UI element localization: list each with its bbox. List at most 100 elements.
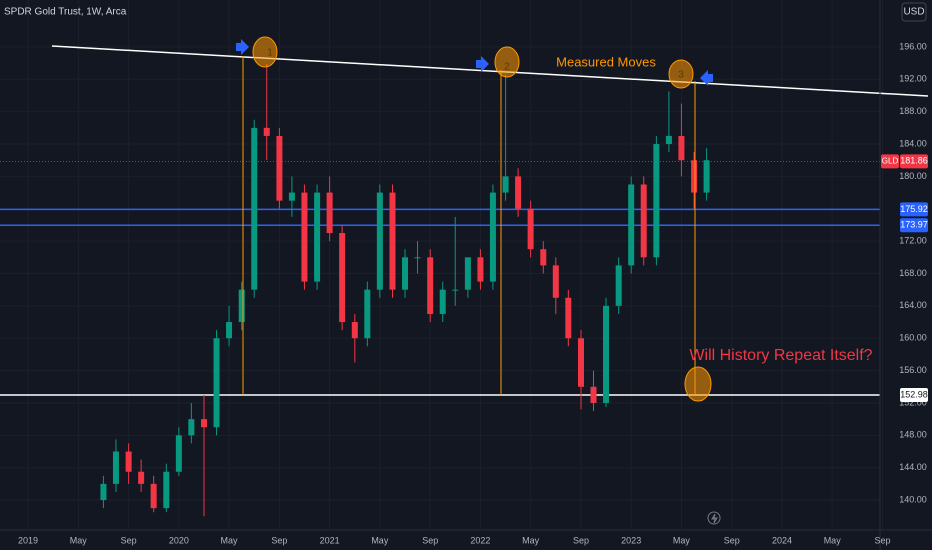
- x-tick-label: May: [221, 535, 239, 545]
- y-tick-label: 168.00: [899, 268, 927, 278]
- candle-body: [653, 144, 660, 258]
- candle-body: [163, 471, 170, 509]
- x-tick-label: May: [824, 535, 842, 545]
- marker-label: 2: [504, 62, 510, 73]
- candle-body: [125, 451, 132, 472]
- y-tick-label: 160.00: [899, 333, 927, 343]
- x-tick-label: May: [522, 535, 540, 545]
- x-tick-label: 2021: [320, 535, 340, 545]
- price-label-box: [900, 154, 928, 169]
- candle-body: [464, 257, 471, 290]
- y-tick-label: 196.00: [899, 41, 927, 51]
- price-label-box: [900, 388, 928, 403]
- y-tick-label: 144.00: [899, 462, 927, 472]
- candle-body: [640, 184, 647, 258]
- chart-title: SPDR Gold Trust, 1W, Arca: [4, 7, 127, 18]
- target-circle: [684, 366, 712, 402]
- currency[interactable]: USD: [903, 7, 924, 18]
- arrow-icon: [476, 56, 489, 72]
- price-label: 173.97: [900, 220, 928, 230]
- candle-body: [427, 257, 434, 314]
- candle-body: [452, 289, 459, 291]
- y-tick-label: 156.00: [899, 365, 927, 375]
- marker-label: 1: [267, 48, 273, 59]
- price-label: 175.92: [900, 204, 928, 214]
- candle-body: [565, 297, 572, 339]
- candle-body: [615, 265, 622, 306]
- candle-body: [326, 192, 333, 234]
- candle-body: [150, 483, 157, 509]
- candle-body: [276, 135, 283, 201]
- candle-body: [527, 208, 534, 250]
- trend-line: [51, 45, 929, 97]
- candle-body: [678, 135, 685, 161]
- candle-body: [439, 289, 446, 314]
- candle-body: [703, 160, 710, 193]
- price-label-box: [900, 202, 928, 217]
- x-tick-label: Sep: [724, 535, 740, 545]
- candle-body: [138, 471, 145, 484]
- candle-body: [251, 127, 258, 290]
- candle-body: [175, 435, 182, 472]
- candle-body: [477, 257, 484, 282]
- candle-body: [364, 289, 371, 339]
- x-tick-label: Sep: [121, 535, 137, 545]
- y-tick-label: 192.00: [899, 74, 927, 84]
- marker-circle: [668, 59, 694, 89]
- y-tick-label: 184.00: [899, 138, 927, 148]
- x-tick-label: Sep: [573, 535, 589, 545]
- candles: [100, 63, 710, 517]
- marker-circle: [494, 46, 520, 78]
- candle-body: [691, 160, 698, 193]
- candle-body: [263, 127, 270, 136]
- y-tick-label: 172.00: [899, 236, 927, 246]
- x-tick-label: Sep: [422, 535, 438, 545]
- x-tick-label: May: [673, 535, 691, 545]
- candle-body: [226, 322, 233, 339]
- symbol-label-box: [881, 154, 899, 169]
- x-tick-label: 2023: [621, 535, 641, 545]
- candle-body: [389, 192, 396, 290]
- candle-body: [112, 451, 119, 484]
- x-tick-label: 2019: [18, 535, 38, 545]
- candle-body: [577, 338, 584, 387]
- annotation-text: Measured Moves: [556, 54, 656, 69]
- levels: [0, 160, 880, 396]
- y-tick-label: 180.00: [899, 171, 927, 181]
- candle-body: [502, 176, 509, 193]
- candle-body: [188, 419, 195, 436]
- x-tick-label: May: [70, 535, 88, 545]
- marker-label: 3: [678, 70, 684, 81]
- flash-icon[interactable]: [707, 511, 721, 525]
- x-tick-label: 2024: [772, 535, 792, 545]
- y-tick-label: 148.00: [899, 430, 927, 440]
- candle-body: [603, 305, 610, 403]
- y-tick-label: 140.00: [899, 494, 927, 504]
- x-tick-label: Sep: [271, 535, 287, 545]
- x-tick-label: May: [371, 535, 389, 545]
- candle-body: [351, 322, 358, 339]
- symbol-label: GLD: [882, 156, 899, 165]
- candle-body: [665, 135, 672, 145]
- candle-body: [314, 192, 321, 282]
- currency-box[interactable]: [901, 2, 927, 22]
- arrow-icon: [236, 39, 249, 55]
- candle-body: [100, 483, 107, 501]
- candle-body: [288, 192, 295, 201]
- candle-body: [402, 257, 409, 290]
- candle-body: [590, 386, 597, 403]
- y-tick-label: 152.00: [899, 397, 927, 407]
- candle-body: [489, 192, 496, 282]
- price-label: 152.98: [900, 389, 928, 399]
- annotation-text: Will History Repeat Itself?: [689, 347, 872, 364]
- candle-body: [301, 192, 308, 282]
- marker-circle: [252, 36, 278, 68]
- candle-body: [238, 289, 245, 323]
- candle-body: [628, 184, 635, 266]
- price-label-box: [900, 218, 928, 233]
- candle-body: [540, 249, 547, 266]
- arrow-icon: [700, 70, 713, 86]
- candle-body: [339, 233, 346, 323]
